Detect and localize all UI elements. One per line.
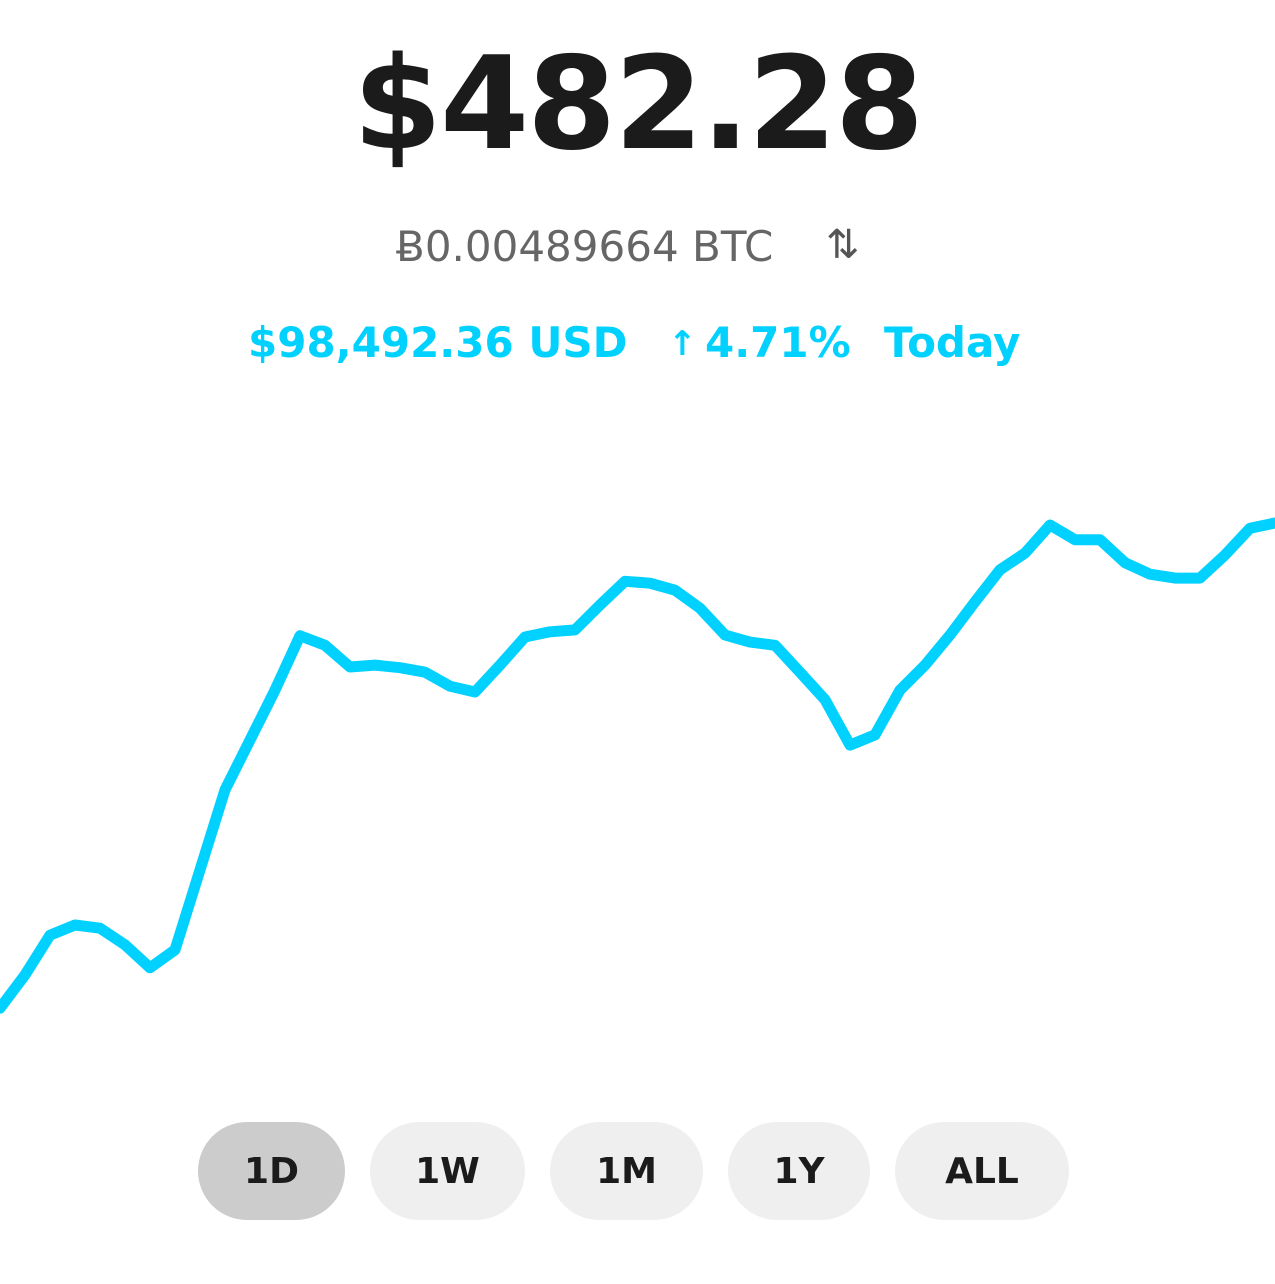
swap-icon[interactable]: ⇅ [826,222,860,268]
range-button[interactable]: 1M [550,1122,703,1220]
change: 4.71% [705,318,851,367]
up-arrow: ↑ [668,324,697,364]
price-line [0,517,1275,1014]
range-button[interactable]: 1D [198,1122,345,1220]
balance: $482.28 [353,30,924,179]
range-button[interactable]: ALL [895,1122,1069,1220]
chart [0,517,1275,1014]
btc-amount: Ƀ0.00489664 BTC [396,222,774,271]
usd-price: $98,492.36 USD [248,318,628,367]
range-button[interactable]: 1W [370,1122,525,1220]
period: Today [884,318,1021,367]
range-button[interactable]: 1Y [728,1122,870,1220]
